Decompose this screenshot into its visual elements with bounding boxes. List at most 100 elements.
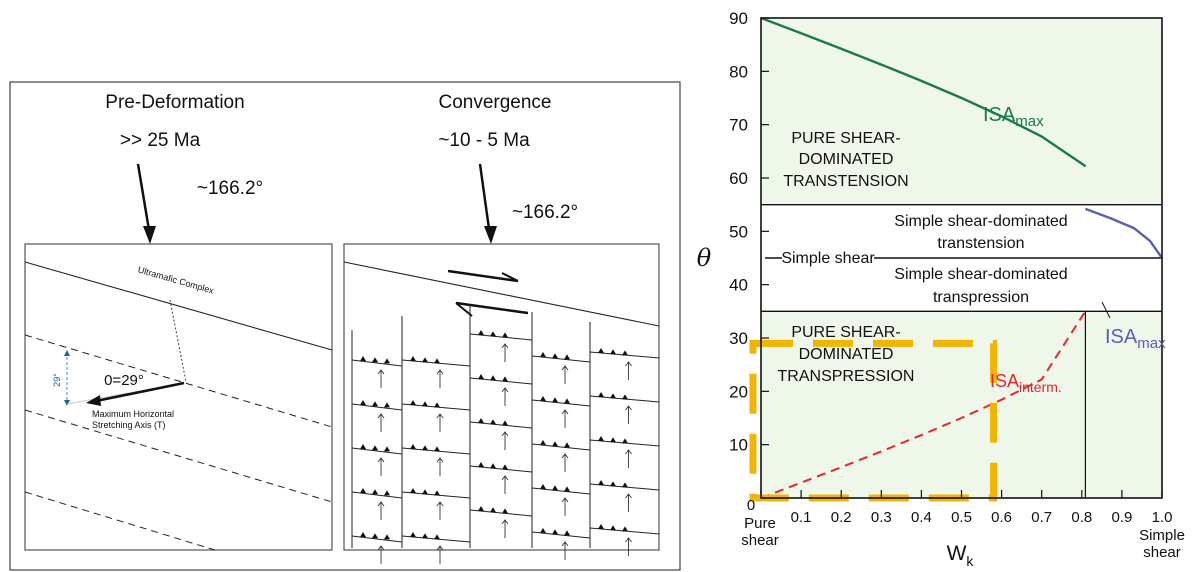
thrust-tooth-icon [490,507,496,513]
thrust-tooth-icon [422,489,428,495]
convergence-arrow [478,163,492,237]
shortening-arrowhead-icon [561,453,569,459]
x-tick-label: 0.8 [1071,509,1092,526]
map1-dotted-line [169,299,187,383]
y-tick-label: 20 [729,382,748,401]
convergence-title: Convergence [438,92,551,113]
x-tick-label: 1.0 [1152,509,1173,526]
thrust-tooth-icon [564,486,570,492]
convergence-age: ~10 - 5 Ma [438,130,530,151]
shortening-arrowhead-icon [625,405,632,411]
transpression-region-label-3: TRANSPRESSION [778,368,915,385]
thrust-tooth-icon [360,400,366,405]
isamax-blue-label: ISAmax [1105,326,1166,352]
thrust-tooth-icon [540,528,546,533]
thrust-tooth-icon [610,481,616,487]
x-end-label-right-2: shear [1143,544,1181,561]
thrust-tooth-icon [422,533,428,539]
angle-label: 29° [52,373,62,387]
thrust-tooth-icon [610,349,616,355]
thrust-tooth-icon [478,462,484,467]
thrust-tooth-icon [478,374,484,379]
thrust-tooth-icon [552,353,558,359]
shortening-arrowhead-icon [377,457,385,463]
thrust-tooth-icon [610,525,616,531]
thrust-tooth-icon [372,533,378,539]
x-tick-label: 0.6 [991,509,1012,526]
series-0-line [760,16,1087,168]
thrust-tooth-icon [598,436,604,441]
x-tick-label: 0.9 [1111,509,1132,526]
thrust-tooth-icon [490,331,496,337]
y-tick-label: 60 [729,169,748,188]
shortening-arrowhead-icon [377,501,385,507]
shortening-arrowhead-icon [501,431,509,437]
x-tick-label: 0.1 [791,509,812,526]
thrust-tooth-icon [478,330,484,335]
ss-transtension-label-2: transtension [937,235,1024,252]
thrust-tooth-icon [372,489,378,495]
shortening-arrowhead-icon [625,449,632,455]
thrust-tooth-icon [598,348,604,353]
shortening-arrowhead-icon [501,387,509,393]
thrust-tooth-icon [372,401,378,407]
predeformation-age: >> 25 Ma [120,130,201,151]
thrust-tooth-icon [410,356,416,361]
thrust-tooth-icon [598,480,604,485]
series-2-line [760,310,1087,499]
thrust-tooth-icon [540,484,546,489]
thrust-tooth-icon [564,398,570,404]
convergence-azimuth: ~166.2° [512,202,578,223]
thrust-tooth-icon [622,526,628,532]
thrust-tooth-icon [410,444,416,449]
shortening-arrowhead-icon [436,545,444,551]
dextral-arrow-upper [447,269,519,283]
thrust-tooth-icon [384,446,390,452]
theta-label: 0=29° [104,372,144,389]
shortening-arrowhead-icon [561,497,569,503]
y-tick-label: 40 [729,276,748,295]
shortening-arrowhead-icon [625,493,632,499]
thrust-tooth-icon [502,508,508,514]
thrust-tooth-icon [564,354,570,360]
thrust-tooth-icon [422,401,428,407]
map2-fault-line [343,261,660,327]
thrust-tooth-icon [622,438,628,444]
thrust-tooth-icon [552,485,558,491]
series-1-line [1084,207,1163,259]
ss-transtension-label-1: Simple shear-dominated [894,213,1067,230]
thrust-tooth-icon [372,445,378,451]
x-tick-label: 0.3 [871,509,892,526]
predeformation-arrow [136,163,152,237]
transpression-region-label-1: PURE SHEAR- [791,324,900,341]
chart-boundary-lines [761,203,1162,498]
thrust-tooth-icon [422,357,428,363]
shortening-arrowhead-icon [625,361,632,367]
thrust-tooth-icon [384,534,390,540]
y-axis-ticks: 10 20 30 40 50 60 70 80 90 [729,9,769,499]
thrust-tooth-icon [410,532,416,537]
isamax-blue-pointer [1101,301,1111,319]
thrust-tooth-icon [540,440,546,445]
thrust-tooth-icon [552,441,558,447]
thrust-tooth-icon [360,488,366,493]
x-tick-label: 0.7 [1031,509,1052,526]
x-axis-label: Wk [947,542,975,569]
thrust-tooth-icon [564,442,570,448]
ss-transpression-label-2: transpression [933,289,1029,306]
predeformation-arrowhead [143,226,156,244]
convergence-arrowhead [484,226,497,244]
thrust-tooth-icon [434,402,440,408]
stretching-axis-arrow [95,381,185,403]
thrust-tooth-icon [384,358,390,364]
thrust-tooth-icon [598,524,604,529]
ss-transpression-label-1: Simple shear-dominated [894,266,1067,283]
thrust-tooth-icon [502,376,508,382]
x-tick-label: 0.5 [951,509,972,526]
thrust-tooth-icon [502,464,508,470]
transtension-region-label-2: DOMINATED [799,151,894,168]
dextral-arrow-lower [455,301,529,315]
angle-arrow-down-icon [64,400,70,406]
shortening-arrowhead-icon [436,501,444,507]
